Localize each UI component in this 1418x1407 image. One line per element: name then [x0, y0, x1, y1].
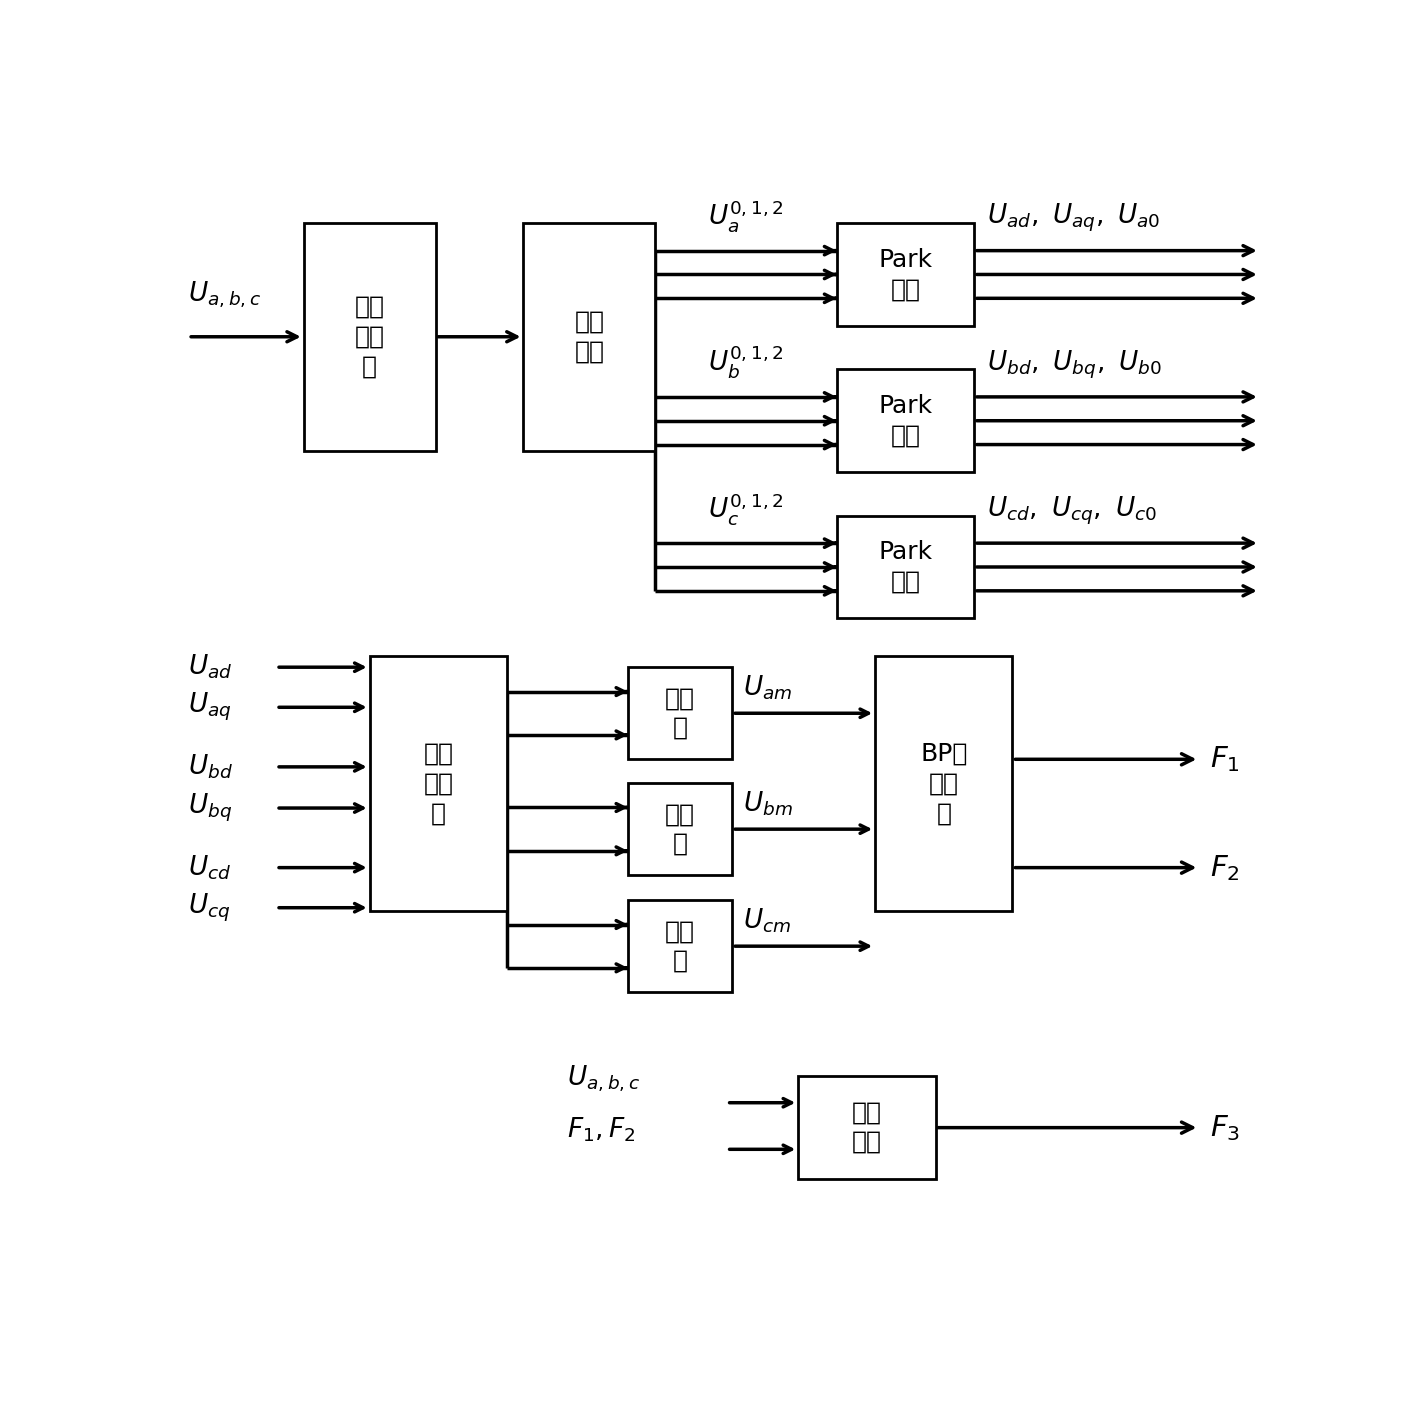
Text: Park
变换: Park 变换: [878, 394, 933, 447]
Text: $F_1$: $F_1$: [1210, 744, 1239, 774]
Bar: [875, 656, 1012, 910]
Text: $F_2$: $F_2$: [1210, 853, 1239, 882]
Text: $U_{ad}$: $U_{ad}$: [189, 653, 233, 681]
Text: 均方
根: 均方 根: [665, 802, 695, 855]
Text: $U_{bm}$: $U_{bm}$: [743, 789, 793, 819]
Text: $U_{cq}$: $U_{cq}$: [189, 892, 231, 924]
Bar: [303, 224, 435, 450]
Text: Park
变换: Park 变换: [878, 248, 933, 301]
Bar: [628, 667, 732, 760]
Text: $U_a^{0,1,2}$: $U_a^{0,1,2}$: [708, 198, 784, 235]
Text: Park
变换: Park 变换: [878, 540, 933, 594]
Bar: [628, 784, 732, 875]
Text: $U_{am}$: $U_{am}$: [743, 674, 793, 702]
Text: $U_b^{0,1,2}$: $U_b^{0,1,2}$: [708, 343, 784, 381]
Text: 逻辑
判断: 逻辑 判断: [852, 1100, 882, 1154]
Bar: [837, 515, 974, 619]
Text: $F_1,F_2$: $F_1,F_2$: [567, 1116, 635, 1144]
Text: $U_{cm}$: $U_{cm}$: [743, 908, 791, 936]
Text: $F_3$: $F_3$: [1210, 1113, 1241, 1142]
Text: $U_{cd},\ U_{cq},\ U_{c0}$: $U_{cd},\ U_{cq},\ U_{c0}$: [987, 495, 1157, 526]
Text: $U_{bq}$: $U_{bq}$: [189, 792, 233, 825]
Text: $U_{a,b,c}$: $U_{a,b,c}$: [189, 279, 261, 310]
Text: 移相
模块: 移相 模块: [574, 310, 604, 363]
Bar: [370, 656, 506, 910]
Text: $U_{aq}$: $U_{aq}$: [189, 691, 233, 723]
Text: 低通
滤波
器: 低通 滤波 器: [354, 295, 384, 378]
Text: 带阻
滤波
器: 带阻 滤波 器: [423, 741, 454, 826]
Text: BP神
经网
络: BP神 经网 络: [920, 741, 967, 826]
Bar: [628, 900, 732, 992]
Bar: [837, 369, 974, 473]
Bar: [837, 222, 974, 326]
Bar: [523, 224, 655, 450]
Text: $U_{bd}$: $U_{bd}$: [189, 753, 233, 781]
Text: $U_c^{0,1,2}$: $U_c^{0,1,2}$: [708, 491, 784, 526]
Bar: [798, 1075, 936, 1179]
Text: $U_{bd},\ U_{bq},\ U_{b0}$: $U_{bd},\ U_{bq},\ U_{b0}$: [987, 349, 1161, 381]
Text: 均方
根: 均方 根: [665, 919, 695, 974]
Text: $U_{cd}$: $U_{cd}$: [189, 854, 231, 882]
Text: 均方
根: 均方 根: [665, 687, 695, 740]
Text: $U_{a,b,c}$: $U_{a,b,c}$: [567, 1064, 641, 1095]
Text: $U_{ad},\ U_{aq},\ U_{a0}$: $U_{ad},\ U_{aq},\ U_{a0}$: [987, 203, 1161, 235]
